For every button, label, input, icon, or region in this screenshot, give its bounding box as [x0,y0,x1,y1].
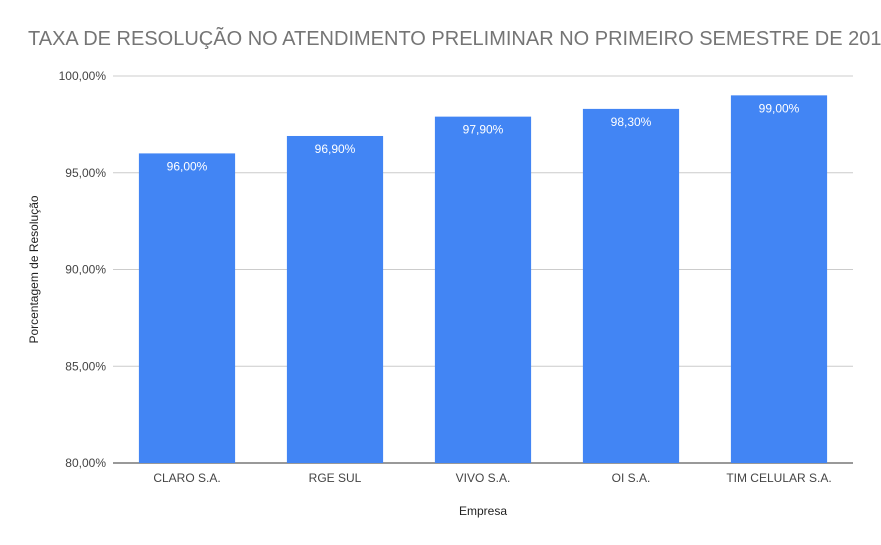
y-tick-label: 80,00% [65,456,106,470]
bars [138,95,828,464]
x-tick-label: OI S.A. [612,471,651,485]
y-tick-label: 90,00% [65,263,106,277]
x-tick-label: TIM CELULAR S.A. [726,471,831,485]
bar [434,116,532,463]
y-tick-label: 100,00% [59,69,107,83]
data-label: 98,30% [611,115,652,129]
bar [286,135,384,464]
chart-title: TAXA DE RESOLUÇÃO NO ATENDIMENTO PRELIMI… [28,28,881,50]
data-label: 96,00% [167,159,208,173]
bar [582,108,680,464]
y-tick-label: 95,00% [65,166,106,180]
bar [138,153,236,463]
x-tick-label: RGE SUL [309,471,362,485]
bar [730,95,828,463]
labels: 80,00% 85,00% 90,00% 95,00% 100,00% 96,00% CLA… [59,69,832,485]
y-axis-label: Porcentagem de Resolução [27,195,41,343]
x-tick-label: VIVO S.A. [456,471,511,485]
data-label: 97,90% [463,123,504,137]
x-tick-label: CLARO S.A. [153,471,220,485]
x-axis-label: Empresa [459,504,507,518]
data-label: 99,00% [759,101,800,115]
y-tick-label: 85,00% [65,359,106,373]
data-label: 96,90% [315,142,356,156]
